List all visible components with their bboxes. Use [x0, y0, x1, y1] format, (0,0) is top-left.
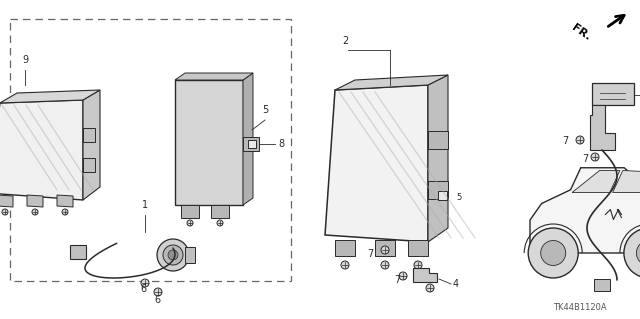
Circle shape	[381, 261, 389, 269]
Polygon shape	[175, 73, 253, 80]
Polygon shape	[83, 90, 100, 200]
Bar	[594, 279, 610, 291]
Bar	[335, 240, 355, 256]
Polygon shape	[325, 85, 428, 242]
Bar	[248, 140, 256, 148]
Polygon shape	[83, 158, 95, 172]
Polygon shape	[70, 245, 86, 259]
Polygon shape	[428, 75, 448, 242]
Bar	[211, 205, 229, 218]
Circle shape	[141, 279, 149, 287]
Bar	[10, 19, 291, 281]
Circle shape	[163, 245, 183, 265]
Circle shape	[168, 250, 178, 260]
Text: 7: 7	[394, 275, 400, 285]
Bar	[438, 190, 447, 199]
Polygon shape	[185, 247, 195, 263]
Bar	[428, 181, 448, 199]
Circle shape	[217, 220, 223, 226]
Text: 2: 2	[342, 36, 348, 46]
Text: 7: 7	[367, 249, 373, 259]
Text: 4: 4	[453, 279, 459, 289]
Circle shape	[528, 228, 578, 278]
Text: 5: 5	[456, 194, 461, 203]
Polygon shape	[572, 170, 620, 192]
Circle shape	[187, 220, 193, 226]
Circle shape	[341, 261, 349, 269]
Circle shape	[399, 272, 407, 280]
Polygon shape	[612, 170, 640, 192]
Polygon shape	[590, 105, 615, 150]
Circle shape	[541, 241, 566, 265]
Polygon shape	[27, 195, 43, 207]
Polygon shape	[57, 195, 73, 207]
Polygon shape	[0, 100, 83, 200]
Circle shape	[426, 284, 434, 292]
Circle shape	[636, 241, 640, 265]
Bar	[243, 137, 259, 151]
Text: 6: 6	[154, 295, 160, 305]
Text: 1: 1	[142, 200, 148, 210]
Text: 6: 6	[140, 284, 146, 294]
Polygon shape	[83, 128, 95, 142]
Circle shape	[624, 228, 640, 278]
Text: 8: 8	[278, 139, 284, 149]
Polygon shape	[530, 168, 640, 253]
Text: 5: 5	[262, 105, 268, 115]
Bar	[375, 240, 395, 256]
Bar	[408, 240, 428, 256]
Text: TK44B1120A: TK44B1120A	[553, 303, 607, 312]
Text: 7: 7	[562, 136, 568, 146]
Polygon shape	[335, 75, 448, 90]
Circle shape	[2, 209, 8, 215]
Circle shape	[157, 239, 189, 271]
Text: 9: 9	[22, 55, 28, 65]
Polygon shape	[413, 268, 437, 282]
Circle shape	[381, 246, 389, 254]
Text: FR.: FR.	[570, 22, 592, 42]
Polygon shape	[0, 90, 100, 103]
Circle shape	[414, 261, 422, 269]
Circle shape	[32, 209, 38, 215]
Circle shape	[62, 209, 68, 215]
Polygon shape	[0, 195, 13, 207]
Circle shape	[591, 153, 599, 161]
Text: 7: 7	[582, 154, 588, 164]
Circle shape	[576, 136, 584, 144]
Circle shape	[154, 288, 162, 296]
Bar	[428, 131, 448, 149]
Bar	[592, 83, 634, 105]
Polygon shape	[175, 80, 243, 205]
Polygon shape	[243, 73, 253, 205]
Bar	[181, 205, 199, 218]
